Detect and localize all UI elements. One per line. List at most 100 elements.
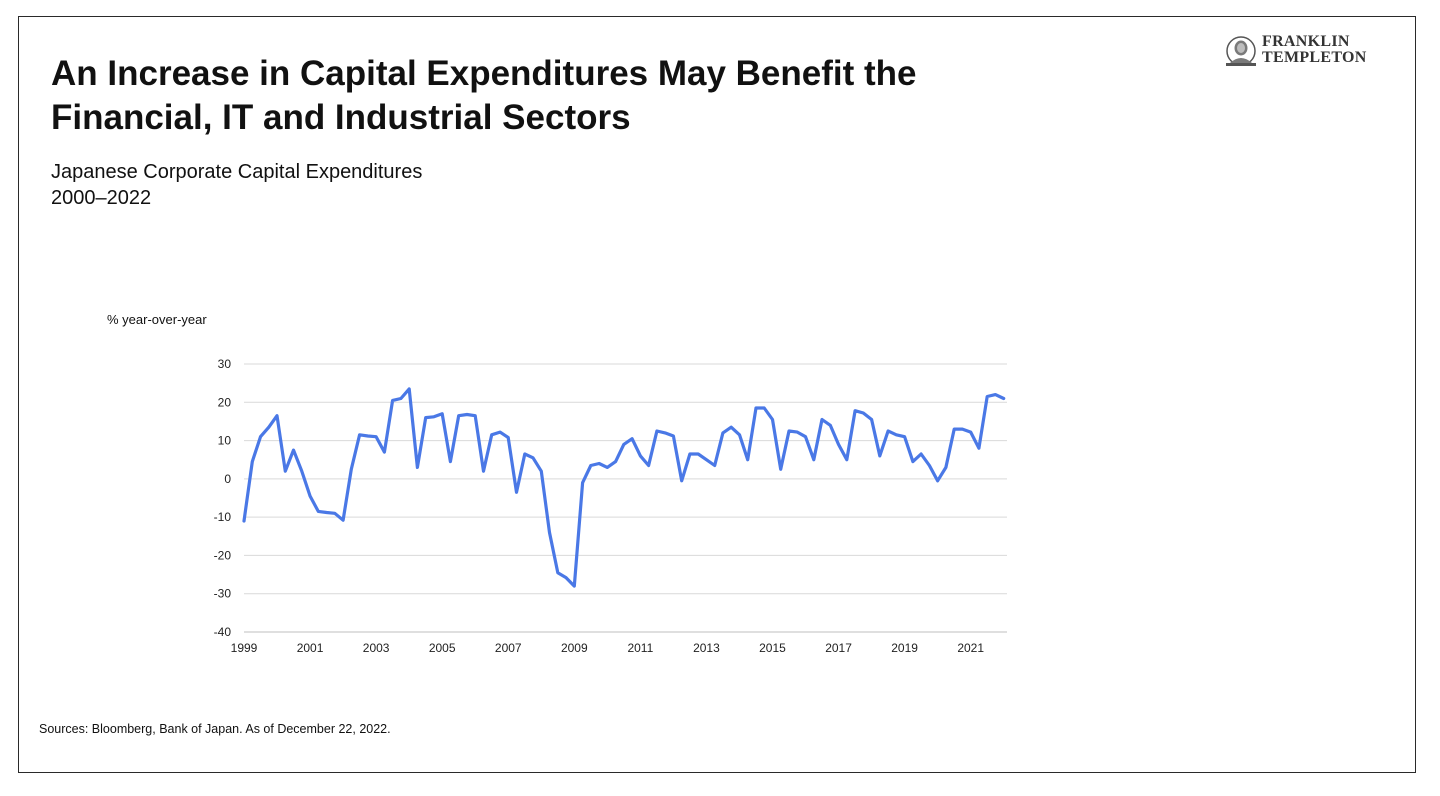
data-point [721, 431, 725, 435]
source-note: Sources: Bloomberg, Bank of Japan. As of… [39, 722, 391, 736]
data-point [597, 462, 601, 465]
data-point [936, 479, 939, 482]
x-tick-label: 2021 [957, 641, 984, 655]
data-point [928, 464, 931, 467]
y-axis-label: % year-over-year [107, 312, 207, 327]
data-point [482, 470, 485, 473]
data-point [416, 466, 419, 469]
data-point [589, 464, 593, 467]
data-point [374, 435, 378, 438]
data-point [969, 430, 972, 434]
logo-line-1: FRANKLIN [1262, 33, 1350, 50]
data-point [862, 411, 865, 415]
data-point [440, 412, 444, 415]
logo-line-2: TEMPLETON [1262, 49, 1367, 66]
slide-subtitle: Japanese Corporate Capital Expenditures … [51, 159, 422, 211]
data-point [812, 458, 815, 461]
data-point [284, 470, 287, 473]
data-point [531, 456, 535, 459]
x-tick-label: 1999 [231, 641, 258, 655]
x-tick-label: 2019 [891, 641, 918, 655]
data-point [952, 427, 956, 431]
data-point [581, 481, 584, 484]
data-point [870, 418, 873, 421]
data-point [746, 458, 749, 461]
data-point [548, 531, 551, 534]
data-point [300, 470, 304, 473]
data-point [465, 413, 469, 416]
data-point [713, 464, 716, 467]
data-point [507, 436, 510, 439]
data-point [837, 443, 840, 446]
data-point [424, 416, 427, 419]
data-point [796, 430, 799, 434]
series-line [242, 387, 1006, 588]
data-point [333, 512, 337, 515]
data-point [977, 447, 981, 450]
subtitle-line-1: Japanese Corporate Capital Expenditures [51, 161, 423, 183]
data-point [540, 470, 543, 473]
data-point [383, 450, 386, 454]
data-point [325, 511, 328, 514]
data-point [242, 519, 246, 523]
data-point [903, 435, 906, 438]
data-point [787, 429, 791, 433]
title-line-1: An Increase in Capital Expenditures May … [51, 54, 917, 93]
data-point [663, 431, 667, 435]
data-point [829, 424, 832, 427]
y-tick-label: 20 [218, 395, 232, 409]
franklin-templeton-logo: FRANKLIN TEMPLETON [1224, 32, 1384, 72]
data-point [564, 576, 568, 579]
franklin-portrait-icon [1226, 36, 1256, 66]
data-point [457, 414, 460, 417]
data-point [606, 466, 609, 469]
data-point [763, 406, 766, 410]
data-point [696, 452, 700, 456]
logo-wordmark: FRANKLIN TEMPLETON [1262, 34, 1367, 66]
subtitle-line-2: 2000–2022 [51, 187, 152, 209]
data-point [639, 454, 642, 458]
data-point [498, 430, 502, 434]
data-point [449, 460, 452, 463]
data-point [407, 387, 411, 391]
y-tick-label: -20 [214, 548, 232, 562]
x-tick-label: 2007 [495, 641, 522, 655]
slide-frame [18, 16, 1416, 773]
data-point [350, 468, 353, 471]
data-point [754, 406, 758, 410]
data-point [1002, 397, 1005, 400]
x-tick-label: 2005 [429, 641, 456, 655]
data-point [705, 458, 708, 461]
data-point [994, 393, 997, 396]
data-point [432, 415, 436, 419]
data-point [267, 425, 270, 429]
data-point [292, 448, 295, 452]
data-point [317, 510, 320, 513]
slide-title: An Increase in Capital Expenditures May … [51, 52, 1051, 140]
data-point [391, 399, 394, 402]
data-point [366, 434, 370, 438]
data-point [523, 452, 526, 456]
x-tick-label: 2003 [363, 641, 390, 655]
data-point [630, 437, 634, 440]
data-point [779, 468, 782, 471]
y-tick-label: 10 [218, 434, 232, 448]
data-point [647, 464, 650, 467]
x-tick-label: 2011 [627, 641, 653, 655]
data-point [672, 434, 675, 438]
data-point [878, 454, 882, 458]
x-tick-label: 2017 [825, 641, 852, 655]
data-point [341, 519, 345, 522]
y-tick-label: 30 [218, 357, 232, 371]
data-point [251, 460, 254, 463]
x-tick-label: 2009 [561, 641, 588, 655]
data-point [308, 494, 312, 498]
data-point [804, 435, 807, 438]
data-point [688, 452, 692, 456]
data-point [845, 458, 849, 461]
y-tick-label: -10 [214, 510, 232, 524]
data-point [490, 433, 493, 437]
data-point [573, 584, 576, 588]
data-point [919, 452, 923, 456]
